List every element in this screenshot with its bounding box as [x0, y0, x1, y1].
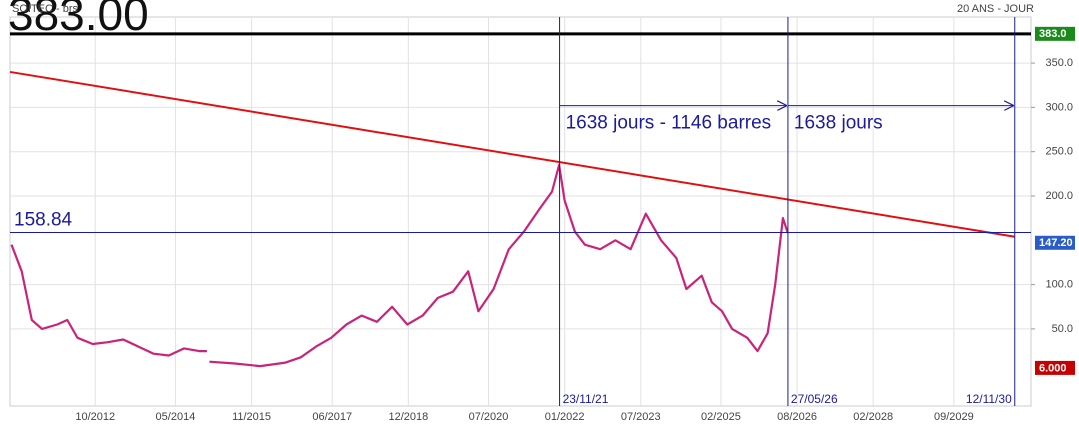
- x-tick-label: 07/2023: [621, 411, 661, 423]
- last-price: 383.00: [8, 0, 149, 40]
- vline-label: 12/11/30: [966, 392, 1012, 406]
- price-tag-label: 6.000: [1039, 362, 1067, 374]
- price-line: [10, 163, 789, 368]
- hline-label: 158.84: [14, 209, 73, 230]
- price-tag-label: 383.0: [1039, 28, 1067, 40]
- price-tag-label: 147.20: [1039, 237, 1073, 249]
- y-tick-label: 200.0: [1045, 190, 1073, 202]
- x-tick-label: 05/2014: [156, 411, 196, 423]
- y-tick-label: 300.0: [1045, 101, 1073, 113]
- x-tick-label: 11/2015: [232, 411, 271, 423]
- y-tick-label: 250.0: [1045, 146, 1073, 158]
- x-tick-label: 02/2025: [701, 411, 741, 423]
- vline-label: 23/11/21: [563, 392, 609, 406]
- price-tag: [1035, 360, 1075, 375]
- x-tick-label: 12/2018: [388, 411, 428, 423]
- x-tick-label: 06/2017: [312, 411, 352, 423]
- y-tick-label: 50.0: [1052, 323, 1073, 335]
- chart-title: SOITEC - brs: [12, 3, 79, 15]
- chart-subtitle: 20 ANS - JOUR: [957, 3, 1034, 15]
- y-tick-label: 350.0: [1045, 57, 1073, 69]
- x-tick-label: 01/2022: [545, 411, 585, 423]
- price-tag: [1035, 235, 1075, 250]
- x-tick-label: 09/2029: [934, 411, 974, 423]
- x-tick-label: 02/2028: [853, 411, 893, 423]
- x-tick-label: 10/2012: [75, 411, 115, 423]
- trendline: [9, 70, 1015, 238]
- measure-label: 1638 jours: [794, 113, 883, 134]
- measure-label: 1638 jours - 1146 barres: [566, 113, 772, 134]
- y-tick-label: 100.0: [1045, 279, 1073, 291]
- price-tag: [1035, 26, 1075, 41]
- plot-area: [9, 16, 1032, 407]
- vline-label: 27/05/26: [791, 392, 838, 406]
- x-tick-label: 07/2020: [469, 411, 509, 423]
- x-tick-label: 08/2026: [777, 411, 817, 423]
